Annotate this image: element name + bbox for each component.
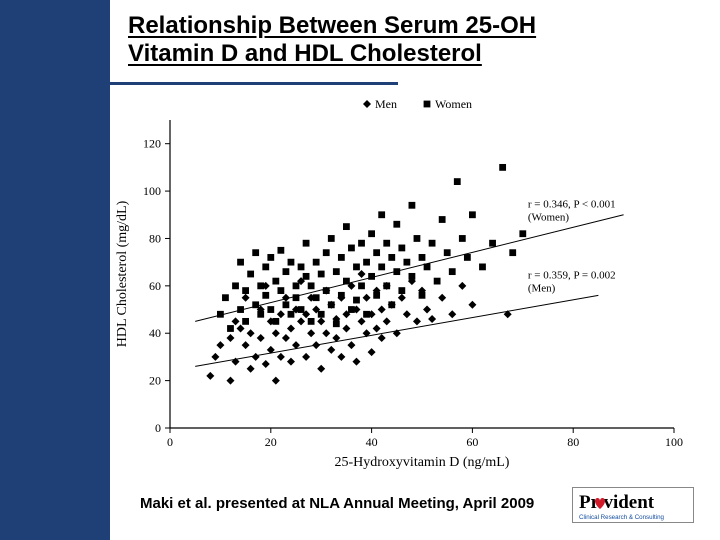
x-tick-label: 20 bbox=[265, 435, 277, 449]
provident-logo: Pr videntClinical Research & Consulting bbox=[572, 487, 694, 523]
slide-title: Relationship Between Serum 25-OH Vitamin… bbox=[128, 12, 536, 67]
left-accent-stripe bbox=[0, 0, 110, 540]
annotation-1-line2: (Men) bbox=[528, 283, 556, 295]
annotation-0-line1: r = 0.346, P < 0.001 bbox=[528, 199, 616, 211]
x-tick-label: 40 bbox=[366, 435, 378, 449]
y-axis-label: HDL Cholesterol (mg/dL) bbox=[115, 200, 130, 347]
slide: Relationship Between Serum 25-OH Vitamin… bbox=[0, 0, 720, 540]
y-tick-label: 100 bbox=[143, 184, 161, 198]
logo-sub-text: Clinical Research & Consulting bbox=[579, 514, 665, 521]
y-tick-label: 40 bbox=[149, 326, 161, 340]
scatter-chart: 0 20 40 60 80 100 0 20 40 60 80 100 120 25-Hydroxyvit… bbox=[110, 90, 684, 478]
annotation-1-line1: r = 0.359, P = 0.002 bbox=[528, 270, 616, 282]
title-line1: Relationship Between Serum 25-OH bbox=[128, 12, 536, 39]
title-underline-rule bbox=[108, 82, 398, 85]
title-line2: Vitamin D and HDL Cholesterol bbox=[128, 40, 482, 67]
logo-svg: Pr videntClinical Research & Consulting bbox=[573, 488, 695, 524]
logo-main-text: Pr vident bbox=[579, 492, 655, 513]
plot-background bbox=[110, 90, 684, 478]
legend-label: Men bbox=[375, 97, 397, 111]
y-tick-label: 60 bbox=[149, 279, 161, 293]
citation-text: Maki et al. presented at NLA Annual Meet… bbox=[140, 495, 534, 512]
x-tick-label: 100 bbox=[665, 435, 683, 449]
x-axis-label: 25-Hydroxyvitamin D (ng/mL) bbox=[335, 455, 510, 470]
x-tick-label: 0 bbox=[167, 435, 173, 449]
y-tick-label: 0 bbox=[155, 421, 161, 435]
legend-label: Women bbox=[435, 97, 472, 111]
x-tick-label: 60 bbox=[466, 435, 478, 449]
y-tick-label: 120 bbox=[143, 137, 161, 151]
x-tick-label: 80 bbox=[567, 435, 579, 449]
y-tick-label: 80 bbox=[149, 231, 161, 245]
annotation-0-line2: (Women) bbox=[528, 212, 570, 224]
y-tick-label: 20 bbox=[149, 374, 161, 388]
